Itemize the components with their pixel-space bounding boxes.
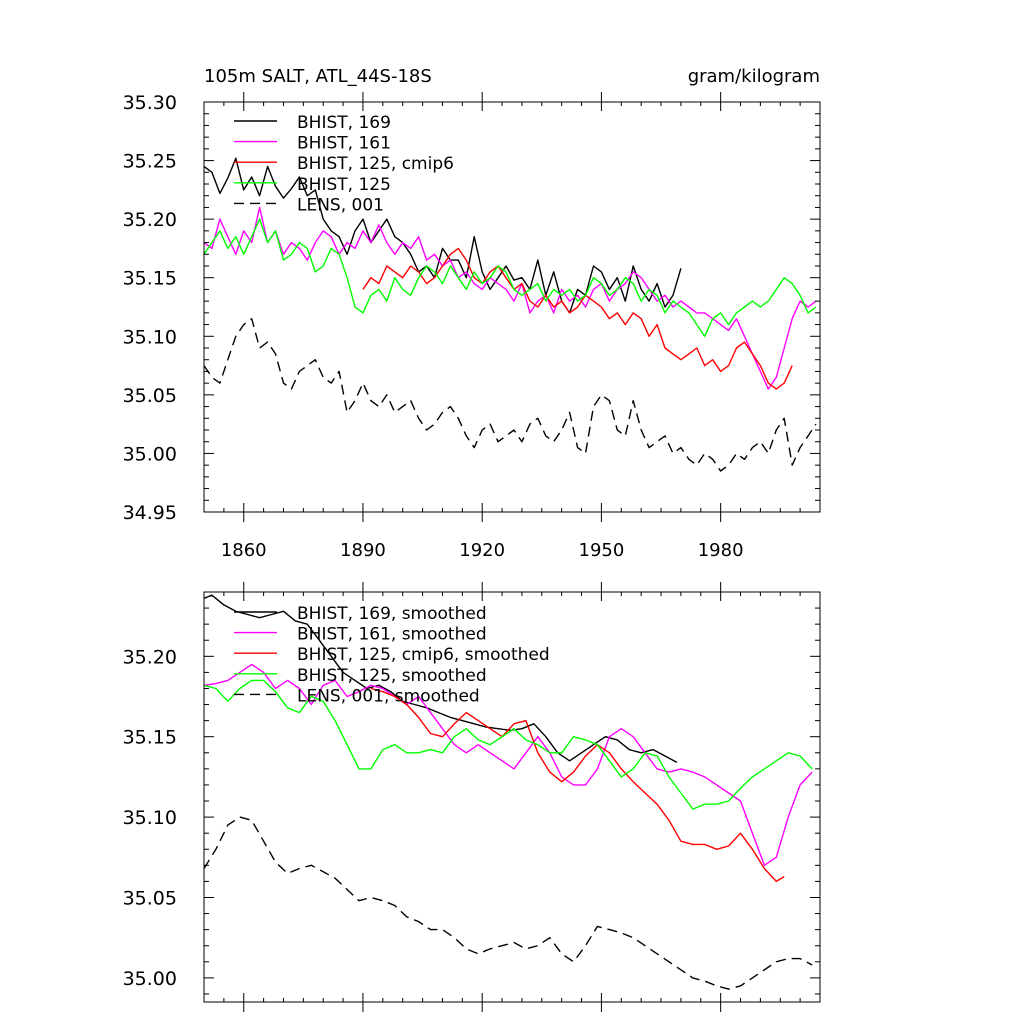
series-line-4 [203, 679, 813, 810]
legend-label: BHIST, 125, smoothed [297, 666, 487, 686]
y-tick-label: 35.25 [123, 151, 177, 173]
y-tick-label: 35.10 [123, 326, 177, 348]
x-tick-label: 1860 [221, 540, 267, 561]
series-line-1 [203, 594, 678, 764]
y-tick-label: 35.15 [123, 268, 177, 290]
x-tick-label: 1950 [579, 540, 625, 561]
series-line-5 [203, 816, 813, 990]
plot-frame [203, 591, 821, 1003]
legend-label: BHIST, 125, cmip6 [297, 154, 454, 174]
x-tick-label: 1920 [459, 540, 505, 561]
series-line-4 [203, 218, 817, 337]
legend-label: LENS, 001 [297, 195, 384, 215]
top-plot-title: 105m SALT, ATL_44S-18S [204, 66, 432, 87]
top-plot-units: gram/kilogram [688, 66, 820, 87]
y-tick-label: 35.15 [123, 727, 177, 749]
bottom-plot: 35.00 35.05 35.10 35.15 35.20 BHIST, 169, smo… [123, 582, 821, 1012]
y-tick-label: 35.20 [123, 646, 177, 668]
legend-label: BHIST, 125 [297, 175, 391, 195]
y-tick-label: 35.20 [123, 209, 177, 231]
y-tick-label: 35.00 [123, 968, 177, 990]
top-plot: 1860 1890 1920 1950 1980 34.95 35.00 35.05 35.10… [123, 92, 821, 561]
series-line-5 [203, 318, 817, 472]
series-line-3 [370, 687, 785, 883]
legend-label: BHIST, 125, cmip6, smoothed [297, 645, 550, 665]
y-tick-label: 34.95 [123, 502, 177, 524]
y-tick-label: 35.05 [123, 385, 177, 407]
y-tick-label: 35.30 [123, 92, 177, 114]
series-line-2 [203, 206, 817, 390]
series-line-3 [362, 247, 793, 390]
legend-label: BHIST, 169, smoothed [297, 604, 487, 624]
legend-label: BHIST, 161, smoothed [297, 625, 487, 645]
plot-frame [203, 101, 821, 513]
legend-label: BHIST, 161 [297, 134, 391, 154]
series-line-1 [203, 157, 682, 314]
legend-label: BHIST, 169 [297, 113, 391, 133]
x-tick-label: 1890 [340, 540, 386, 561]
x-tick-label: 1980 [698, 540, 744, 561]
series-line-2 [203, 663, 813, 866]
legend-label: LENS, 001, smoothed [297, 686, 480, 706]
y-tick-label: 35.00 [123, 443, 177, 465]
y-tick-label: 35.10 [123, 807, 177, 829]
y-tick-label: 35.05 [123, 887, 177, 909]
